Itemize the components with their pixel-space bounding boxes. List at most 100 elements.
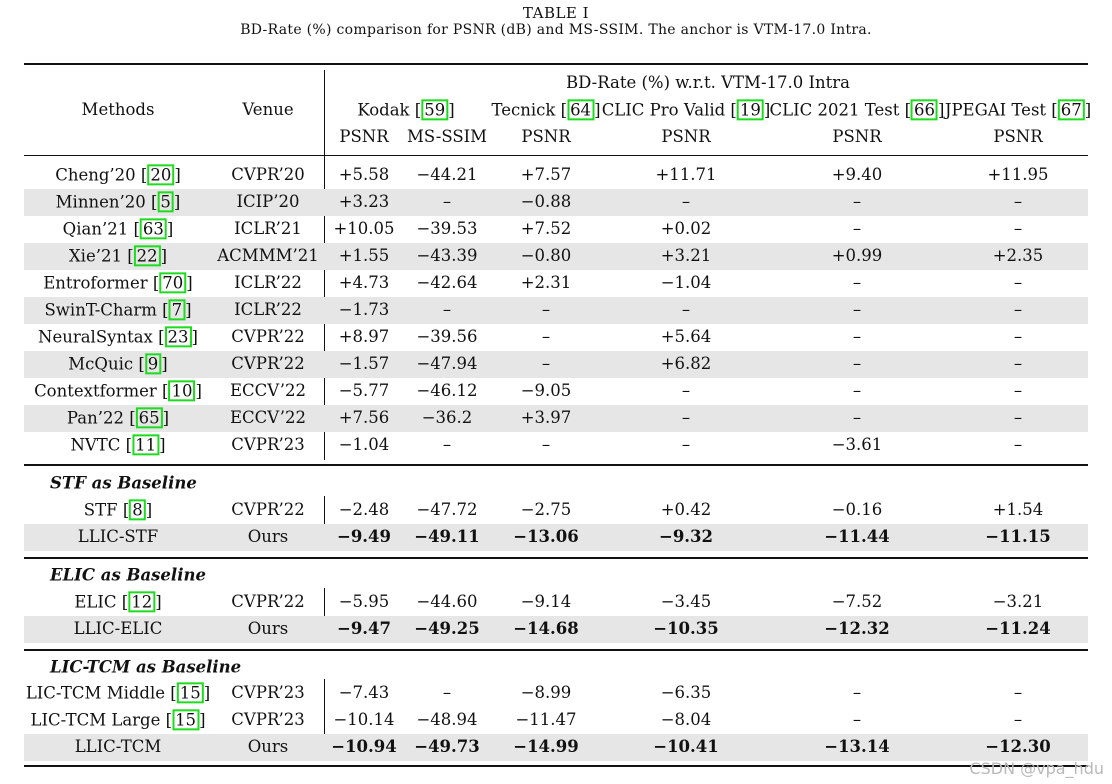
table-row-venue: Ours [247, 618, 289, 638]
citation-link[interactable]: 65 [135, 407, 163, 429]
table-cell: – [852, 682, 862, 702]
table-cell: −9.47 [336, 618, 392, 638]
table-cell: −11.24 [985, 618, 1051, 638]
table-cell: – [681, 299, 691, 319]
header-metric: PSNR [661, 126, 711, 146]
table-cell: +7.56 [338, 407, 390, 427]
method-name: CLIC 2021 Test [769, 100, 900, 120]
header-dataset: Kodak [59] [357, 99, 455, 121]
table-cell: – [541, 326, 551, 346]
table-row-venue: ICLR’21 [234, 218, 302, 238]
table-row-venue: CVPR’22 [231, 499, 305, 519]
method-name: Pan’22 [66, 408, 124, 428]
citation-link[interactable]: 70 [159, 272, 187, 294]
header-group-title: BD-Rate (%) w.r.t. VTM-17.0 Intra [565, 72, 851, 92]
citation-link[interactable]: 5 [157, 191, 174, 213]
table-row-venue: ICIP’20 [236, 191, 300, 211]
method-name: Entroformer [43, 273, 148, 293]
citation-link[interactable]: 19 [736, 99, 764, 121]
table-cell: −9.05 [520, 380, 572, 400]
table-row-method: LIC-TCM Middle [15] [25, 682, 211, 704]
citation-link[interactable]: 7 [168, 299, 186, 321]
table-cell: −11.15 [985, 526, 1051, 546]
table-cell: +7.52 [520, 218, 572, 238]
table-row-method: NVTC [11] [70, 434, 166, 456]
row-shade [24, 243, 1088, 270]
header-rule [24, 155, 1088, 156]
method-name: Qian’21 [62, 219, 129, 239]
row-shade [24, 524, 1088, 551]
table-cell: – [1013, 353, 1023, 373]
table-cell: +3.97 [520, 407, 572, 427]
table-cell: −2.48 [338, 499, 390, 519]
table-cell: +10.05 [333, 218, 395, 238]
table-cell: – [1013, 299, 1023, 319]
citation-link[interactable]: 67 [1057, 99, 1085, 121]
table-cell: −43.39 [416, 245, 478, 265]
table-cell: −7.52 [831, 591, 883, 611]
table-cell: +5.64 [660, 326, 712, 346]
table-row-method: Xie’21 [22] [68, 245, 168, 267]
table-cell: – [681, 407, 691, 427]
table-cell: – [442, 191, 452, 211]
table-cell: −39.56 [416, 326, 478, 346]
table-cell: +6.82 [660, 353, 712, 373]
method-name: STF [83, 500, 118, 520]
table-cell: +11.71 [655, 164, 717, 184]
table-caption-subtitle: BD-Rate (%) comparison for PSNR (dB) and… [240, 22, 872, 38]
header-metric: PSNR [832, 126, 882, 146]
table-cell: – [852, 709, 862, 729]
table-cell: −0.16 [831, 499, 883, 519]
group-rule [24, 464, 1088, 466]
table-row-venue: CVPR’22 [231, 326, 305, 346]
citation-link[interactable]: 63 [139, 218, 167, 240]
table-cell: – [852, 407, 862, 427]
table-row-venue: ACMMM’21 [217, 245, 319, 265]
table-cell: +11.95 [987, 164, 1049, 184]
table-row-method: NeuralSyntax [23] [38, 326, 198, 348]
citation-link[interactable]: 9 [144, 353, 162, 375]
table-cell: −5.95 [338, 591, 390, 611]
method-name: NVTC [70, 435, 121, 455]
header-methods: Methods [81, 99, 155, 119]
table-row-venue: ICLR’22 [234, 299, 302, 319]
citation-link[interactable]: 11 [132, 434, 160, 456]
table-row-venue: CVPR’20 [231, 164, 305, 184]
column-divider [324, 496, 325, 550]
citation-link[interactable]: 23 [164, 326, 192, 348]
citation-link[interactable]: 15 [172, 709, 200, 731]
table-cell: – [852, 353, 862, 373]
citation-link[interactable]: 12 [128, 591, 156, 613]
row-shade [24, 189, 1088, 216]
group-title: LIC-TCM as Baseline [50, 657, 242, 677]
table-cell: −10.94 [331, 736, 397, 756]
table-cell: −13.06 [513, 526, 579, 546]
citation-link[interactable]: 22 [133, 245, 161, 267]
citation-link[interactable]: 59 [421, 99, 449, 121]
table-cell: −6.35 [660, 682, 712, 702]
table-row-venue: CVPR’22 [231, 353, 305, 373]
table-row-method: LIC-TCM Large [15] [30, 709, 206, 731]
table-row-venue: Ours [247, 736, 289, 756]
table-row-venue: ECCV’22 [229, 380, 307, 400]
table-cell: +3.23 [338, 191, 390, 211]
citation-link[interactable]: 64 [567, 99, 595, 121]
table-cell: −49.25 [414, 618, 480, 638]
table-cell: – [852, 272, 862, 292]
table-row-method: LLIC-ELIC [74, 620, 163, 638]
citation-link[interactable]: 8 [129, 499, 146, 521]
method-name: Tecnick [491, 100, 556, 120]
table-cell: −42.64 [416, 272, 478, 292]
table-cell: −39.53 [416, 218, 478, 238]
table-cell: – [852, 218, 862, 238]
table-cell: – [442, 299, 452, 319]
table-cell: −48.94 [416, 709, 478, 729]
citation-link[interactable]: 10 [168, 380, 196, 402]
citation-link[interactable]: 66 [911, 99, 939, 121]
table-cell: −5.77 [338, 380, 390, 400]
group-title: ELIC as Baseline [50, 565, 206, 585]
table-cell: – [541, 353, 551, 373]
citation-link[interactable]: 15 [176, 682, 204, 704]
table-cell: – [681, 434, 691, 454]
citation-link[interactable]: 20 [147, 164, 175, 186]
